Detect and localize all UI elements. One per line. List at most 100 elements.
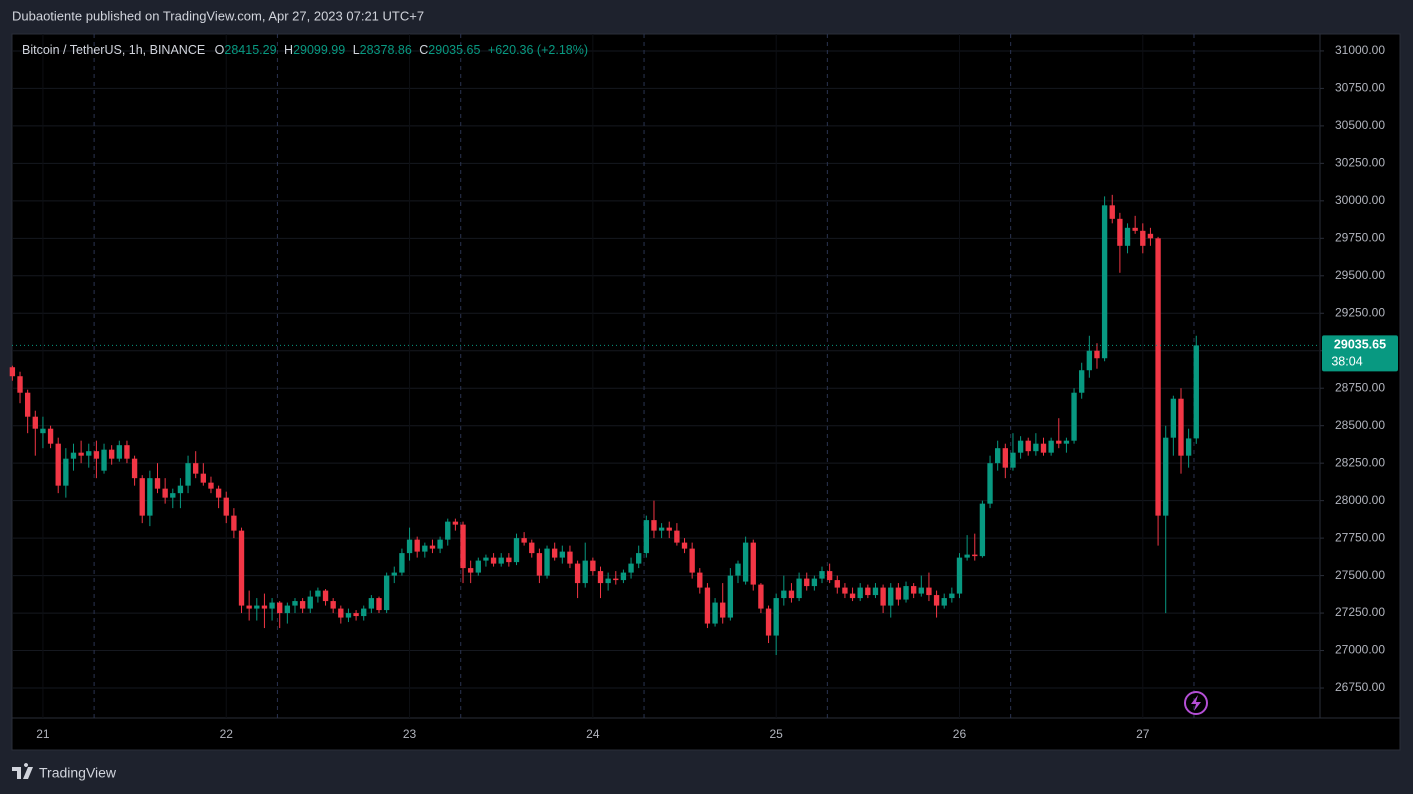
candle-body xyxy=(193,463,199,474)
candle-body xyxy=(147,478,153,516)
candle-body xyxy=(513,538,520,563)
candle-body xyxy=(101,449,107,471)
high-label: H xyxy=(284,43,293,57)
candle-body xyxy=(215,488,222,498)
candle-body xyxy=(429,545,436,549)
candle-body xyxy=(307,596,313,609)
axes: 26750.00 27000.00 27250.00 27500.00 27750.00… xyxy=(36,43,1398,741)
y-tick-label: 28250.00 xyxy=(1335,455,1385,469)
candle-body xyxy=(544,548,550,576)
candle-body xyxy=(773,598,779,636)
candle-body xyxy=(758,584,764,609)
candle-body xyxy=(880,587,886,606)
candle-body xyxy=(979,503,986,557)
candle-body xyxy=(529,542,535,554)
candle-body xyxy=(888,587,894,606)
y-tick-label: 27000.00 xyxy=(1335,643,1385,657)
low-value: 28378.86 xyxy=(360,43,412,57)
candle-body xyxy=(93,451,100,459)
candles xyxy=(9,194,1320,656)
candle-body xyxy=(788,590,795,599)
x-tick-label: 24 xyxy=(586,727,600,741)
candle-body xyxy=(804,578,810,587)
y-tick-label: 30250.00 xyxy=(1335,156,1385,170)
alert-icon xyxy=(1184,691,1208,715)
candle-body xyxy=(1017,440,1024,453)
candle-body xyxy=(872,587,879,596)
candle-body xyxy=(391,572,397,576)
candle-body xyxy=(895,587,902,600)
candle-body xyxy=(109,449,115,459)
close-label: C xyxy=(419,43,428,57)
candle-body xyxy=(834,580,840,588)
candle-body xyxy=(1132,227,1138,231)
candle-body xyxy=(498,557,504,564)
high-value: 29099.99 xyxy=(293,43,345,57)
candle-body xyxy=(1056,440,1062,444)
candle-body xyxy=(1002,448,1008,468)
candle-body xyxy=(735,563,741,576)
candle-body xyxy=(63,458,69,486)
y-tick-label: 26750.00 xyxy=(1335,680,1385,694)
candle-body xyxy=(613,578,619,581)
candle-body xyxy=(139,478,145,516)
candle-body xyxy=(674,530,680,543)
candle-body xyxy=(17,376,23,393)
candle-body xyxy=(910,586,917,594)
candle-body xyxy=(40,428,46,434)
logo-mark xyxy=(12,763,33,779)
candle-body xyxy=(796,578,802,599)
candle-body xyxy=(376,598,382,611)
footer-logo xyxy=(12,763,33,779)
candle-body xyxy=(47,428,54,444)
chart-pane xyxy=(11,33,1401,751)
candle-body xyxy=(819,571,825,579)
candle-body xyxy=(1025,440,1031,452)
candle-body xyxy=(483,557,489,561)
candle-body xyxy=(842,587,848,594)
candle-body xyxy=(987,463,993,504)
y-tick-label: 28000.00 xyxy=(1335,493,1385,507)
y-tick-label: 30750.00 xyxy=(1335,81,1385,95)
x-tick-label: 27 xyxy=(1136,727,1150,741)
candle-body xyxy=(750,542,756,585)
candle-body xyxy=(995,448,1001,464)
candle-body xyxy=(1185,438,1192,456)
x-tick-label: 23 xyxy=(403,727,417,741)
candle-body xyxy=(552,548,558,558)
candle-body xyxy=(651,520,657,531)
candle-body xyxy=(681,542,688,549)
candle-body xyxy=(1193,345,1199,439)
candle-body xyxy=(70,452,77,459)
candle-body xyxy=(368,598,375,609)
candle-body xyxy=(1140,230,1146,246)
y-tick-label: 29500.00 xyxy=(1335,268,1385,282)
candle-body xyxy=(933,595,940,606)
candle-body xyxy=(559,551,565,558)
x-tick-label: 22 xyxy=(220,727,234,741)
candle-body xyxy=(1010,452,1016,468)
candle-body xyxy=(1094,350,1100,359)
candle-body xyxy=(460,524,466,569)
candle-body xyxy=(261,605,268,609)
candle-body xyxy=(1155,238,1161,516)
candle-body xyxy=(422,545,428,552)
candle-body xyxy=(116,445,122,459)
candle-body xyxy=(697,572,703,588)
candle-body xyxy=(689,548,695,573)
candle-body xyxy=(826,571,833,581)
candle-body xyxy=(406,539,413,554)
candle-body xyxy=(299,601,306,609)
candle-body xyxy=(399,553,405,573)
x-tick-label: 21 xyxy=(36,727,50,741)
last-price-label: 29035.65 xyxy=(1334,338,1386,352)
candle-body xyxy=(254,605,260,609)
y-tick-label: 27250.00 xyxy=(1335,605,1385,619)
y-tick-label: 30000.00 xyxy=(1335,193,1385,207)
candle-body xyxy=(949,593,955,599)
candle-body xyxy=(131,458,138,479)
candle-body xyxy=(353,613,359,617)
candle-body xyxy=(231,515,237,531)
candle-body xyxy=(765,608,772,636)
candle-body xyxy=(628,563,634,573)
